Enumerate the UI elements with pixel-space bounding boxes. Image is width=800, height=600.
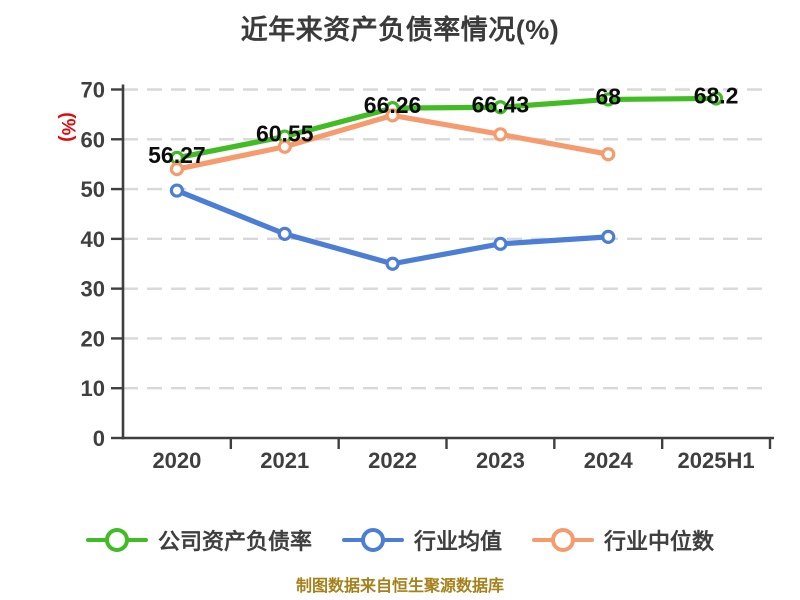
x-axis-label: 2024 <box>584 448 634 473</box>
legend-marker-blue-icon <box>341 527 404 553</box>
data-label: 60.55 <box>256 121 314 147</box>
plot-area: 0 10 20 30 40 50 60 70 2020 2021 2022 2023 2024 2025H… <box>57 78 774 473</box>
x-axis-label: 2025H1 <box>678 448 755 473</box>
x-axis-label: 2020 <box>152 448 201 473</box>
data-point-行业均值[interactable] <box>493 236 508 251</box>
x-axis-label: 2021 <box>260 448 309 473</box>
data-point-行业均值[interactable] <box>601 229 616 244</box>
data-label: 66.26 <box>364 92 422 118</box>
y-axis-label: 60 <box>81 127 105 152</box>
data-point-行业中位数[interactable] <box>277 139 292 154</box>
data-point-行业中位数[interactable] <box>385 108 400 123</box>
y-axis-label: 50 <box>81 177 105 202</box>
y-axis-label: 20 <box>81 326 105 351</box>
y-axis-label: 10 <box>81 376 105 401</box>
data-source-note: 制图数据来自恒生聚源数据库 <box>295 578 504 595</box>
data-point-行业中位数[interactable] <box>601 147 616 162</box>
legend-item-industry-mean[interactable]: 行业均值 <box>341 524 502 556</box>
x-axis-label: 2022 <box>368 448 417 473</box>
legend-label: 公司资产负债率 <box>157 529 312 554</box>
data-point-公司资产负债率[interactable] <box>708 91 724 106</box>
series-line-公司资产负债率 <box>174 95 719 161</box>
series-line-行业中位数 <box>174 112 611 172</box>
y-axis-unit-label: (%) <box>57 112 78 142</box>
chart-title: 近年来资产负债率情况(%) <box>240 15 560 45</box>
data-point-行业均值[interactable] <box>277 226 292 241</box>
legend: 公司资产负债率 行业均值 行业中位数 <box>0 518 800 562</box>
data-point-公司资产负债率[interactable] <box>493 100 508 115</box>
y-axis-label: 70 <box>81 78 105 103</box>
y-axis-label: 40 <box>81 227 105 252</box>
series-line-行业均值 <box>174 187 611 267</box>
data-label: 68.2 <box>694 82 739 108</box>
legend-item-company-ratio[interactable]: 公司资产负债率 <box>85 524 312 556</box>
legend-label: 行业均值 <box>413 529 502 554</box>
legend-item-industry-median[interactable]: 行业中位数 <box>532 524 714 556</box>
data-point-行业均值[interactable] <box>385 256 400 271</box>
data-point-行业中位数[interactable] <box>169 162 185 177</box>
legend-label: 行业中位数 <box>604 529 715 554</box>
data-point-行业均值[interactable] <box>169 183 185 198</box>
y-axis-label: 0 <box>93 426 105 451</box>
data-point-行业中位数[interactable] <box>493 127 508 142</box>
data-point-公司资产负债率[interactable] <box>601 92 616 107</box>
x-axis-label: 2023 <box>476 448 525 473</box>
y-axis-label: 30 <box>81 277 105 302</box>
legend-marker-green-icon <box>85 527 148 553</box>
legend-marker-orange-icon <box>532 527 594 553</box>
data-label: 68 <box>595 83 621 109</box>
data-label: 66.43 <box>472 91 530 117</box>
data-label: 56.27 <box>148 142 206 168</box>
